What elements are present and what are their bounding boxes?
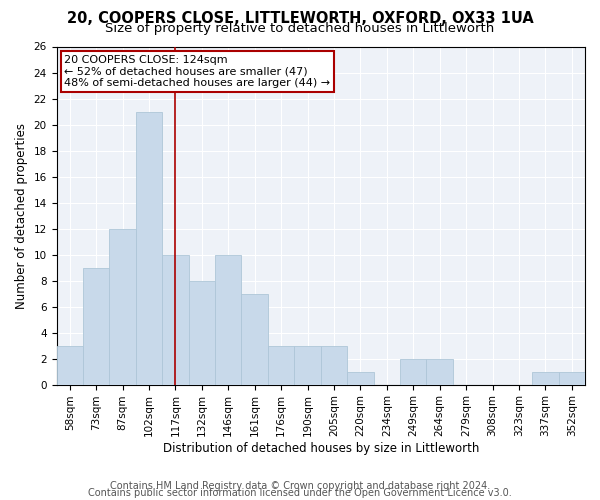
Y-axis label: Number of detached properties: Number of detached properties xyxy=(15,122,28,308)
Bar xyxy=(215,254,241,384)
Text: Size of property relative to detached houses in Littleworth: Size of property relative to detached ho… xyxy=(106,22,494,35)
Bar xyxy=(295,346,321,385)
Bar xyxy=(162,254,188,384)
Bar xyxy=(188,280,215,384)
Bar xyxy=(136,112,162,384)
Bar xyxy=(268,346,295,385)
Text: Contains public sector information licensed under the Open Government Licence v3: Contains public sector information licen… xyxy=(88,488,512,498)
Bar xyxy=(347,372,374,384)
Bar xyxy=(559,372,585,384)
Bar xyxy=(241,294,268,384)
Text: 20 COOPERS CLOSE: 124sqm
← 52% of detached houses are smaller (47)
48% of semi-d: 20 COOPERS CLOSE: 124sqm ← 52% of detach… xyxy=(64,55,331,88)
Text: Contains HM Land Registry data © Crown copyright and database right 2024.: Contains HM Land Registry data © Crown c… xyxy=(110,481,490,491)
X-axis label: Distribution of detached houses by size in Littleworth: Distribution of detached houses by size … xyxy=(163,442,479,455)
Text: 20, COOPERS CLOSE, LITTLEWORTH, OXFORD, OX33 1UA: 20, COOPERS CLOSE, LITTLEWORTH, OXFORD, … xyxy=(67,11,533,26)
Bar xyxy=(321,346,347,385)
Bar xyxy=(56,346,83,385)
Bar xyxy=(83,268,109,384)
Bar xyxy=(400,358,427,384)
Bar xyxy=(427,358,453,384)
Bar xyxy=(532,372,559,384)
Bar xyxy=(109,228,136,384)
